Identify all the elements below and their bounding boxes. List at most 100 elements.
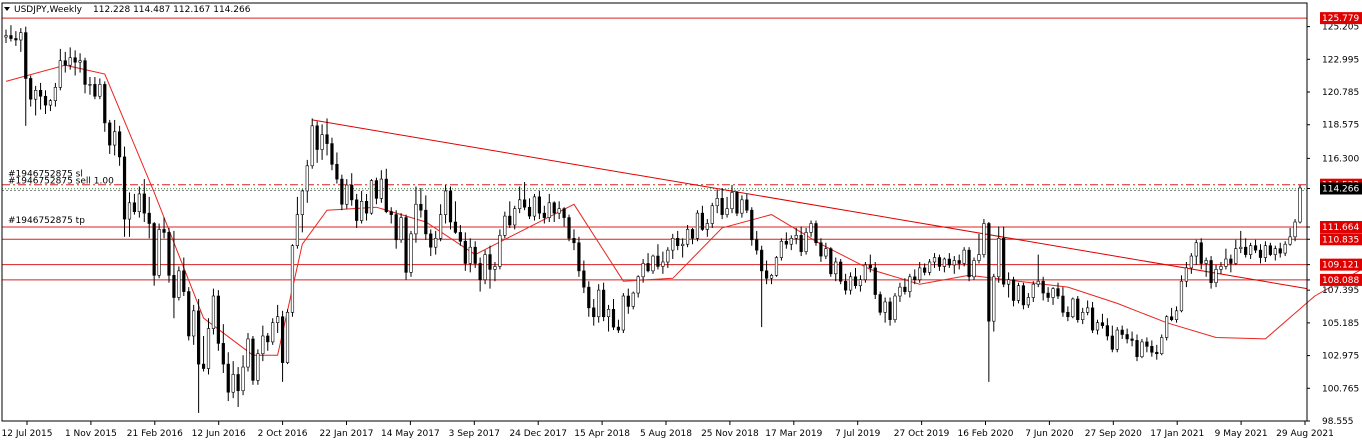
candle-body	[883, 301, 887, 313]
candle-body	[1219, 266, 1223, 270]
price-tag	[1320, 258, 1362, 271]
candle-body	[577, 242, 581, 272]
candle-body	[320, 134, 324, 150]
candle-body	[434, 238, 438, 248]
candle-body	[547, 202, 551, 218]
candle-body	[903, 286, 907, 292]
candle-body	[848, 276, 853, 291]
candle-body	[1046, 292, 1050, 298]
dropdown-triangle-icon[interactable]	[4, 7, 10, 11]
candle-body	[1145, 341, 1149, 347]
x-tick-label: 21 Feb 2016	[127, 429, 183, 439]
candle-body	[53, 87, 57, 101]
order-sell-label: #1946752875 sell 1.00	[8, 176, 114, 186]
candle-body	[725, 208, 729, 215]
x-tick-label: 29 Aug 2021	[1276, 429, 1334, 439]
y-tick-label: 98.555	[1322, 417, 1354, 427]
candle-body	[1278, 248, 1282, 254]
candle-body	[256, 353, 260, 381]
candle-body	[350, 184, 354, 201]
candle-body	[384, 178, 388, 212]
x-tick-label: 12 Jun 2016	[192, 429, 246, 439]
candle-body	[167, 232, 171, 276]
candle-body	[503, 215, 507, 236]
candle-body	[34, 90, 38, 100]
candle-body	[927, 261, 932, 273]
x-tick-label: 7 Jun 2020	[1025, 429, 1074, 439]
candle-body	[814, 223, 818, 244]
candle-body	[764, 270, 769, 279]
candle-body	[631, 292, 635, 307]
candle-body	[656, 255, 660, 267]
candle-body	[1209, 260, 1213, 284]
price-tag	[1320, 12, 1362, 25]
candle-body	[419, 203, 423, 211]
y-tick-label: 116.300	[1322, 154, 1359, 164]
candle-body	[409, 233, 413, 273]
candle-body	[1135, 340, 1139, 357]
horizontal-levels	[2, 17, 1307, 281]
order-labels: #1946752875 sl#1946752875 sell 1.00 #1946…	[8, 170, 114, 226]
candle-body	[424, 209, 428, 235]
candle-body	[839, 261, 843, 282]
candle-body	[251, 338, 255, 381]
candle-body	[1011, 279, 1016, 301]
x-tick-label: 1 Nov 2015	[65, 429, 117, 439]
candle-body	[779, 240, 784, 258]
y-tick-label: 122.995	[1322, 55, 1359, 65]
candle-body	[1026, 297, 1030, 306]
candle-body	[730, 192, 734, 210]
candle-body	[330, 143, 334, 165]
x-tick-label: 7 Jul 2019	[835, 429, 880, 439]
candle-body	[518, 199, 522, 210]
candle-body	[898, 286, 902, 297]
candle-body	[478, 263, 482, 281]
candle-body	[1268, 245, 1272, 255]
candle-body	[552, 202, 556, 214]
candle-body	[1100, 322, 1105, 326]
candle-body	[493, 266, 497, 270]
candle-body	[873, 267, 877, 295]
candle-body	[389, 211, 393, 215]
candle-body	[932, 257, 937, 263]
candle-body	[187, 291, 191, 337]
candle-body	[1150, 346, 1154, 353]
x-tick-label: 3 Sep 2017	[449, 429, 500, 439]
candle-body	[1184, 267, 1189, 282]
candle-body	[1086, 307, 1090, 313]
candle-body	[957, 260, 961, 264]
candle-body	[355, 199, 359, 221]
candle-body	[695, 212, 700, 239]
candle-body	[439, 214, 443, 239]
candle-body	[700, 212, 704, 230]
x-tick-label: 14 May 2017	[381, 429, 440, 439]
y-tick-label: 125.205	[1322, 23, 1359, 33]
candle-body	[947, 258, 951, 266]
trendline[interactable]	[312, 119, 1308, 290]
candle-body	[98, 84, 102, 97]
candle-body	[1031, 283, 1035, 298]
candle-body	[43, 95, 48, 106]
candle-body	[127, 202, 132, 220]
candle-body	[1249, 245, 1253, 255]
candle-body	[522, 199, 527, 208]
candle-body	[937, 257, 942, 267]
candle-body	[863, 264, 867, 281]
candle-body	[1263, 245, 1268, 258]
price-tag-label: 111.664	[1322, 223, 1359, 233]
candle-body	[9, 35, 13, 39]
candle-body	[221, 343, 225, 365]
x-tick-label: 27 Sep 2020	[1085, 429, 1142, 439]
candle-body	[972, 260, 976, 278]
price-labels: 125.205 122.995 120.785 118.575 116.300 107.3…	[1307, 12, 1362, 427]
candle-body	[83, 60, 87, 85]
candle-body	[1125, 334, 1129, 340]
y-tick-label: 105.185	[1322, 319, 1359, 329]
candle-body	[1041, 280, 1045, 294]
candle-body	[858, 279, 863, 286]
candle-body	[295, 214, 299, 247]
candle-body	[48, 100, 53, 106]
candle-body	[340, 178, 344, 205]
